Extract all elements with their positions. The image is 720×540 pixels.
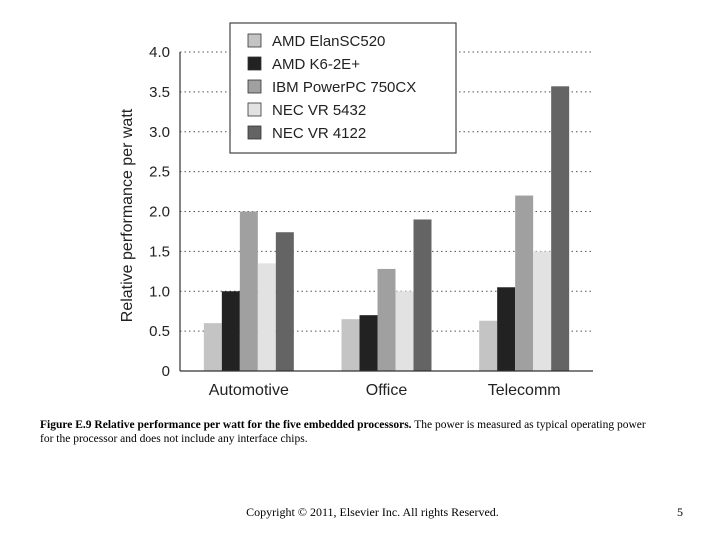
legend-swatch [247, 102, 262, 117]
x-category-label: Office [366, 382, 408, 399]
bar [203, 323, 222, 371]
legend: AMD ElanSC520 AMD K6-2E+ IBM PowerPC 750CX… [229, 22, 457, 154]
caption-text: The power is measured as typical operati… [40, 419, 646, 445]
x-axis-categories: Automotive Office Telecomm [209, 382, 561, 399]
y-tick-label: 1.5 [149, 243, 170, 260]
legend-swatch [247, 56, 262, 71]
legend-label: AMD K6-2E+ [272, 56, 360, 73]
x-category-label: Automotive [209, 382, 289, 399]
bar [239, 211, 258, 371]
legend-label: NEC VR 5432 [272, 102, 366, 119]
bar [551, 86, 570, 371]
bar [497, 287, 516, 371]
y-tick-label: 3.0 [149, 124, 170, 141]
y-tick-label: 2.0 [149, 204, 170, 221]
y-tick-label: 1.0 [149, 283, 170, 300]
y-tick-label: 2.5 [149, 164, 170, 181]
bar [359, 315, 378, 371]
bar-chart: 0 0.5 1.0 1.5 2.0 2.5 3.0 3.5 4.0 Automotive Offi… [119, 22, 593, 399]
figure-caption: Figure E.9 Relative performance per watt… [40, 418, 650, 446]
y-tick-label: 3.5 [149, 84, 170, 101]
bar [257, 263, 276, 371]
legend-swatch [247, 33, 262, 48]
bars [203, 86, 570, 371]
legend-label: AMD ElanSC520 [272, 33, 385, 50]
y-tick-label: 4.0 [149, 44, 170, 61]
legend-label: NEC VR 4122 [272, 125, 366, 142]
x-category-label: Telecomm [488, 382, 561, 399]
y-tick-label: 0 [162, 363, 170, 380]
y-axis-label: Relative performance per watt [119, 108, 136, 322]
legend-box [229, 22, 457, 154]
bar [221, 291, 240, 371]
page-number: 5 [677, 505, 683, 519]
legend-swatch [247, 125, 262, 140]
legend-swatch [247, 79, 262, 94]
bar [413, 219, 432, 371]
copyright-footer: Copyright © 2011, Elsevier Inc. All righ… [246, 505, 499, 519]
y-tick-label: 0.5 [149, 323, 170, 340]
caption-lead: Figure E.9 Relative performance per watt… [40, 419, 412, 431]
y-axis-ticks: 0 0.5 1.0 1.5 2.0 2.5 3.0 3.5 4.0 [149, 44, 170, 380]
bar [377, 268, 396, 371]
bar [341, 319, 360, 371]
bar [515, 195, 534, 371]
legend-label: IBM PowerPC 750CX [272, 79, 416, 96]
bar [479, 320, 498, 371]
bar [395, 291, 414, 371]
bar [533, 251, 552, 371]
bar [275, 232, 294, 371]
